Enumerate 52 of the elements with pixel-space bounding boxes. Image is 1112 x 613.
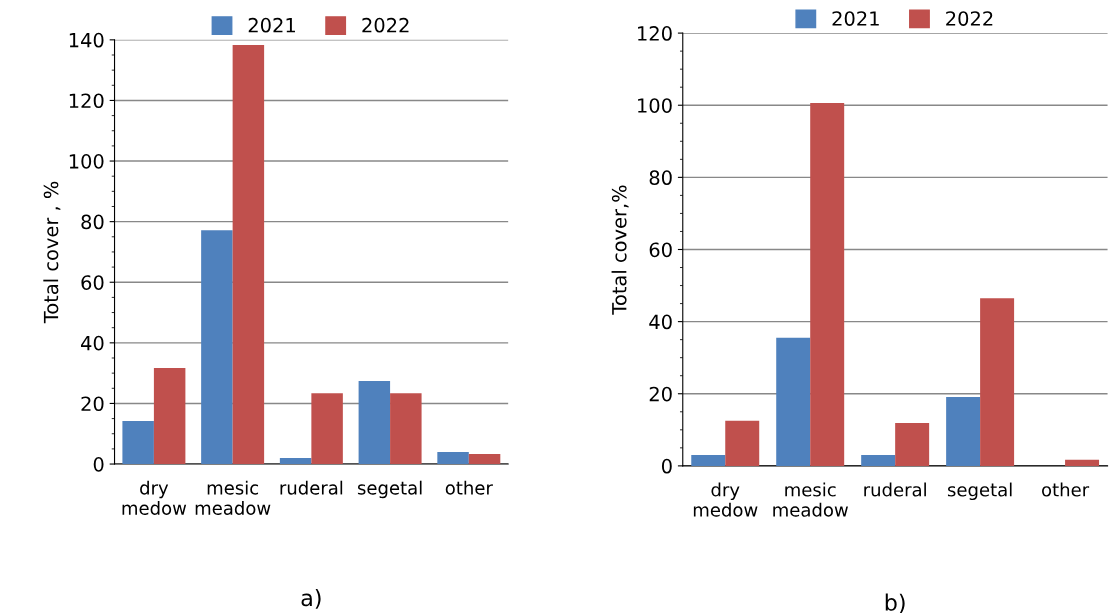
bar — [1065, 459, 1100, 466]
y-tick-label: 100 — [638, 98, 672, 113]
y-tick-label: 40 — [649, 314, 672, 330]
bar — [279, 457, 312, 465]
y-tick-label: 60 — [649, 242, 672, 258]
y-tick-label: 20 — [649, 386, 672, 402]
y-tick-label: 120 — [69, 93, 104, 109]
legend-label: 2022 — [946, 11, 993, 26]
x-tick-label: dry medow — [122, 480, 187, 515]
x-tick-label: other — [445, 480, 493, 495]
x-tick-label: ruderal — [280, 480, 343, 495]
bar — [776, 337, 811, 466]
x-tick-label: dry medow — [693, 482, 758, 517]
y-tick-label: 140 — [69, 32, 104, 48]
bar — [232, 45, 265, 465]
bar — [122, 421, 154, 465]
y-tick-label: 80 — [81, 214, 104, 230]
x-tick-label: segetal — [947, 482, 1012, 501]
bar — [358, 381, 391, 465]
bar — [980, 298, 1015, 466]
x-tick-label: mesic meadow — [773, 482, 848, 517]
text: a) — [301, 589, 321, 609]
y-axis-title: Total cover,% — [611, 185, 629, 315]
bar — [810, 103, 845, 466]
x-tick-label: other — [1042, 482, 1090, 497]
y-tick-label: 100 — [69, 154, 104, 169]
y-tick-label: 80 — [649, 170, 672, 186]
bar — [895, 422, 930, 466]
y-tick-label: 40 — [81, 335, 104, 351]
bar — [153, 367, 186, 465]
y-tick-label: 0 — [661, 458, 672, 474]
y-tick-label: 0 — [93, 457, 104, 472]
legend-label: 2022 — [362, 17, 409, 33]
legend-label: 2021 — [248, 17, 295, 33]
bar — [201, 230, 233, 465]
y-tick-label: 60 — [81, 275, 104, 290]
y-tick-label: 20 — [81, 396, 104, 412]
x-tick-label: segetal — [357, 480, 422, 499]
bar — [468, 454, 501, 465]
bar — [725, 420, 760, 466]
legend-label: 2021 — [832, 11, 879, 26]
text: b) — [885, 593, 905, 613]
y-axis-title: Total cover , % — [43, 181, 61, 324]
bar — [390, 393, 422, 465]
bar — [691, 455, 726, 466]
x-tick-label: mesic meadow — [195, 480, 271, 515]
bar — [311, 393, 343, 465]
bar — [946, 397, 981, 466]
x-tick-label: ruderal — [864, 482, 926, 497]
bar — [861, 455, 896, 466]
y-tick-label: 120 — [638, 26, 672, 41]
bar — [437, 451, 469, 465]
